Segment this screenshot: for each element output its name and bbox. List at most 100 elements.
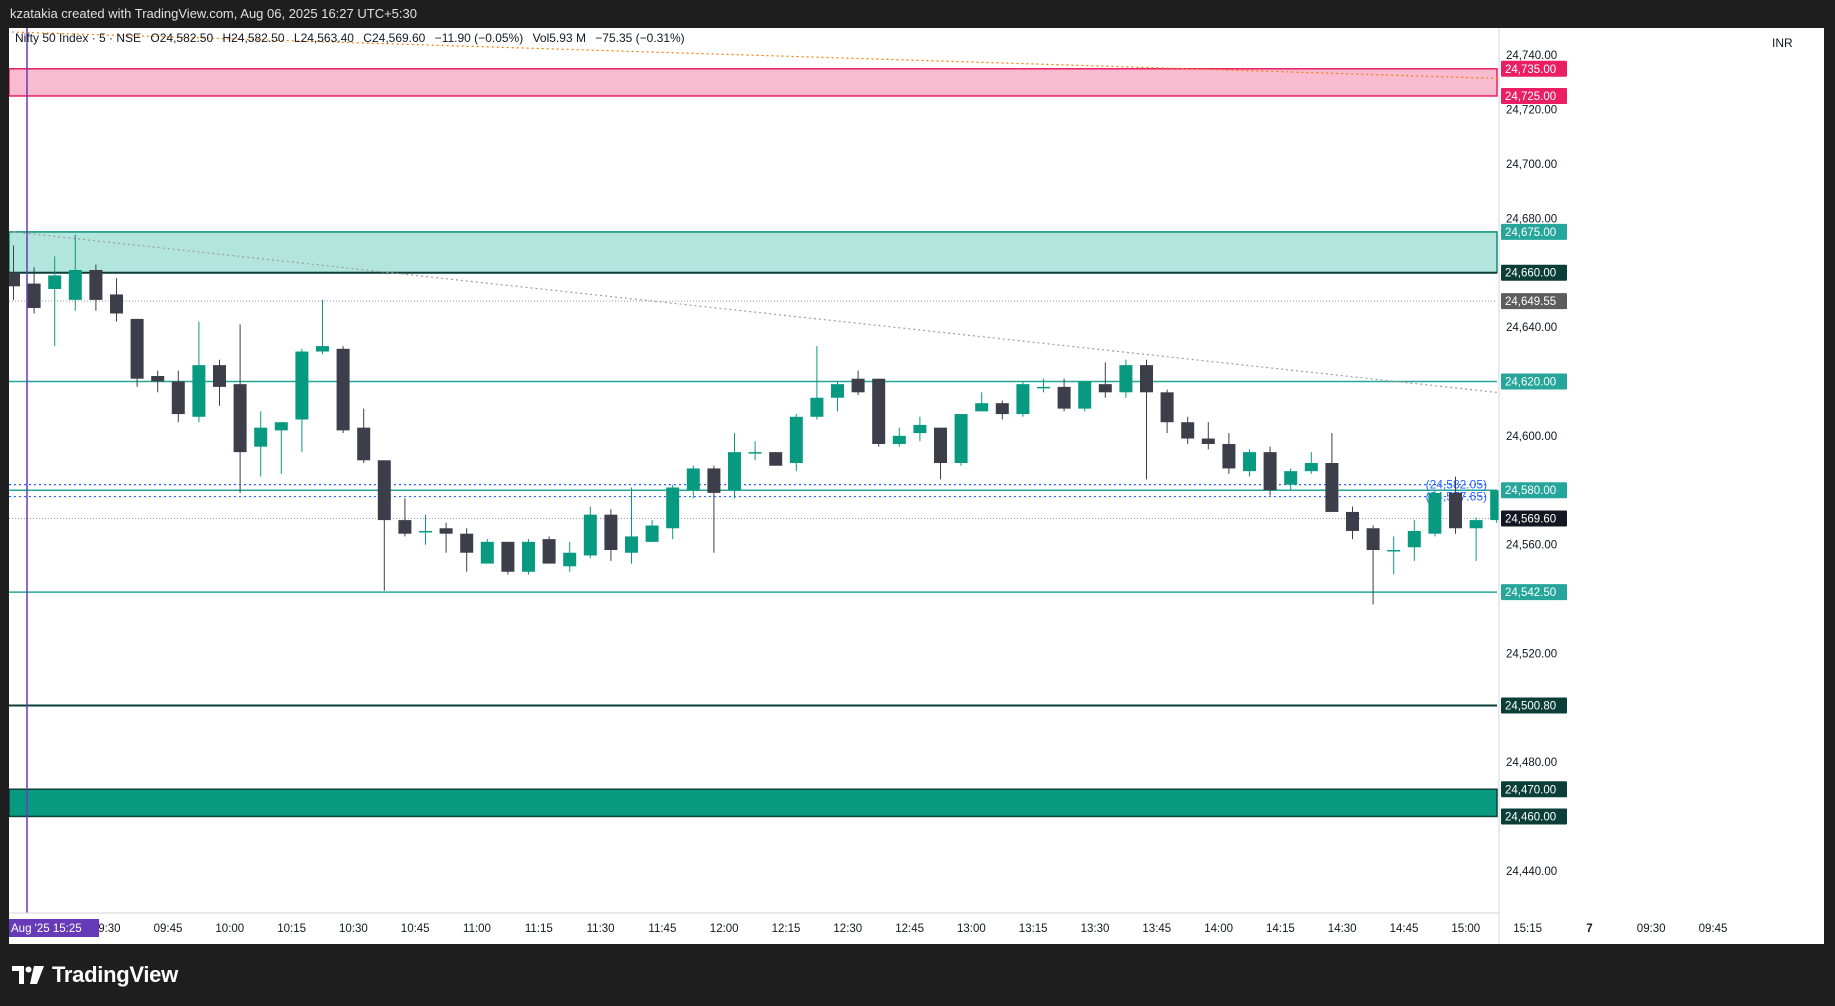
price-chart[interactable]: (24,582.05)(24,577.65) 24,440.00 24,480.0… bbox=[0, 28, 1824, 944]
candle-body bbox=[1469, 520, 1483, 529]
candle-body bbox=[439, 528, 453, 534]
x-tick-label: 11:45 bbox=[648, 923, 676, 935]
candle-body bbox=[274, 422, 288, 431]
candle-body bbox=[1140, 365, 1153, 393]
x-tick-label: 09:45 bbox=[1699, 923, 1728, 935]
candle-body bbox=[789, 416, 803, 463]
candle-body bbox=[686, 468, 700, 491]
candle-body bbox=[975, 403, 989, 412]
level-24660-price-label: 24,660.00 bbox=[1505, 268, 1556, 280]
support-zone-price-label: 24,460.00 bbox=[1505, 811, 1556, 823]
candle-body bbox=[1263, 452, 1277, 491]
symbol-legend: Nifty 50 Index · 5 · NSE O24,582.50 H24,… bbox=[15, 31, 685, 45]
candle-body bbox=[913, 424, 927, 434]
candle-body bbox=[995, 403, 1009, 415]
candle-body bbox=[1366, 528, 1380, 550]
x-tick-label: 10:15 bbox=[277, 923, 306, 935]
candle-body bbox=[1449, 492, 1462, 529]
x-tick-label: 12:15 bbox=[772, 923, 801, 935]
legend-high: 24,582.50 bbox=[231, 31, 285, 45]
y-tick-label: 24,740.00 bbox=[1506, 50, 1557, 62]
candle-body bbox=[1078, 381, 1092, 409]
candles-layer bbox=[7, 234, 1607, 605]
y-tick-label: 24,480.00 bbox=[1506, 757, 1557, 769]
x-tick-label: 11:15 bbox=[525, 923, 553, 935]
x-tick-label: 10:00 bbox=[215, 923, 244, 935]
x-tick-label: 13:00 bbox=[957, 923, 986, 935]
resistance-zone-price-label: 24,735.00 bbox=[1505, 64, 1556, 76]
x-tick-label: 14:45 bbox=[1390, 923, 1419, 935]
chart-frame[interactable]: (24,582.05)(24,577.65) 24,440.00 24,480.0… bbox=[0, 28, 1824, 944]
candle-body bbox=[1098, 384, 1112, 393]
supply-zone-price-label: 24,675.00 bbox=[1505, 227, 1556, 239]
tradingview-logo[interactable]: TradingView bbox=[12, 962, 178, 988]
candle-body bbox=[460, 533, 474, 553]
legend-vol-label: Vol bbox=[533, 31, 550, 45]
candle-body bbox=[27, 283, 41, 309]
x-tick-label: 09:45 bbox=[154, 923, 183, 935]
x-tick-label: 14:15 bbox=[1266, 923, 1295, 935]
candle-body bbox=[1304, 463, 1318, 472]
blue-level-label-0: (24,582.05) bbox=[1426, 478, 1487, 492]
candle-body bbox=[357, 427, 371, 461]
candle-body bbox=[1428, 492, 1442, 534]
levels-layer: (24,582.05)(24,577.65) bbox=[9, 271, 1497, 707]
candle-body bbox=[233, 384, 247, 453]
level-24500-price-label-bg bbox=[1501, 697, 1567, 714]
candle-body bbox=[1325, 463, 1339, 512]
candle-body bbox=[295, 351, 309, 420]
resistance-zone-price-label: 24,725.00 bbox=[1505, 91, 1556, 103]
candle-body bbox=[213, 365, 226, 387]
y-tick-label: 24,680.00 bbox=[1506, 213, 1557, 225]
candle-body bbox=[831, 384, 844, 398]
cursor-time-bg bbox=[9, 919, 99, 937]
candle-body bbox=[1284, 471, 1298, 485]
candle-body bbox=[48, 275, 62, 289]
candle-body bbox=[645, 525, 659, 542]
legend-text: Nifty 50 Index · 5 · NSE O24,582.50 H24,… bbox=[15, 31, 685, 45]
level-24620-price-label-bg bbox=[1501, 373, 1567, 390]
candle-body bbox=[748, 452, 762, 454]
candle-body bbox=[398, 520, 412, 534]
candle-body bbox=[1201, 438, 1215, 444]
level-24542-price-label-bg bbox=[1501, 584, 1567, 601]
legend-close: 24,569.60 bbox=[372, 31, 426, 45]
legend-change: −11.90 (−0.05%) bbox=[435, 31, 524, 45]
candle-body bbox=[810, 397, 824, 417]
legend-low: 24,563.40 bbox=[301, 31, 355, 45]
supply-zone bbox=[8, 231, 1498, 274]
candle-body bbox=[336, 348, 350, 431]
candle-body bbox=[583, 514, 597, 556]
support-zone-price-label: 24,470.00 bbox=[1505, 784, 1556, 796]
x-tick-label: 09:30 bbox=[1637, 923, 1666, 935]
candle-body bbox=[707, 468, 721, 493]
candle-body bbox=[1243, 452, 1256, 472]
resistance-zone-price-label-bg bbox=[1501, 87, 1567, 104]
level-24580-price-label: 24,580.00 bbox=[1505, 485, 1556, 497]
y-tick-label: 24,600.00 bbox=[1506, 431, 1557, 443]
x-tick-label: 10:45 bbox=[401, 923, 430, 935]
candle-body bbox=[563, 552, 577, 567]
candle-body bbox=[892, 435, 906, 444]
y-tick-label: 24,560.00 bbox=[1506, 540, 1557, 552]
candle-body bbox=[1181, 422, 1195, 439]
x-tick-label: 13:45 bbox=[1142, 923, 1171, 935]
level-current-price-label-bg bbox=[1501, 510, 1567, 527]
candle-body bbox=[377, 460, 391, 521]
level-24500-price-label: 24,500.80 bbox=[1505, 701, 1556, 713]
chart-attribution: kzatakia created with TradingView.com, A… bbox=[0, 0, 1835, 28]
brand-text: TradingView bbox=[52, 962, 178, 987]
attribution-text: kzatakia created with TradingView.com, A… bbox=[10, 6, 417, 21]
legend-open-label: O bbox=[150, 31, 159, 45]
x-tick-label: 13:15 bbox=[1019, 923, 1048, 935]
y-tick-label: 24,440.00 bbox=[1506, 866, 1557, 878]
candle-body bbox=[1016, 384, 1030, 415]
x-tick-label: 7 bbox=[1586, 923, 1592, 935]
legend-low-label: L bbox=[294, 31, 301, 45]
legend-close-label: C bbox=[363, 31, 372, 45]
candle-body bbox=[501, 541, 515, 572]
y-tick-label: 24,700.00 bbox=[1506, 159, 1557, 171]
legend-open: 24,582.50 bbox=[160, 31, 214, 45]
x-tick-label: 14:30 bbox=[1328, 923, 1357, 935]
x-tick-label: 14:00 bbox=[1204, 923, 1233, 935]
